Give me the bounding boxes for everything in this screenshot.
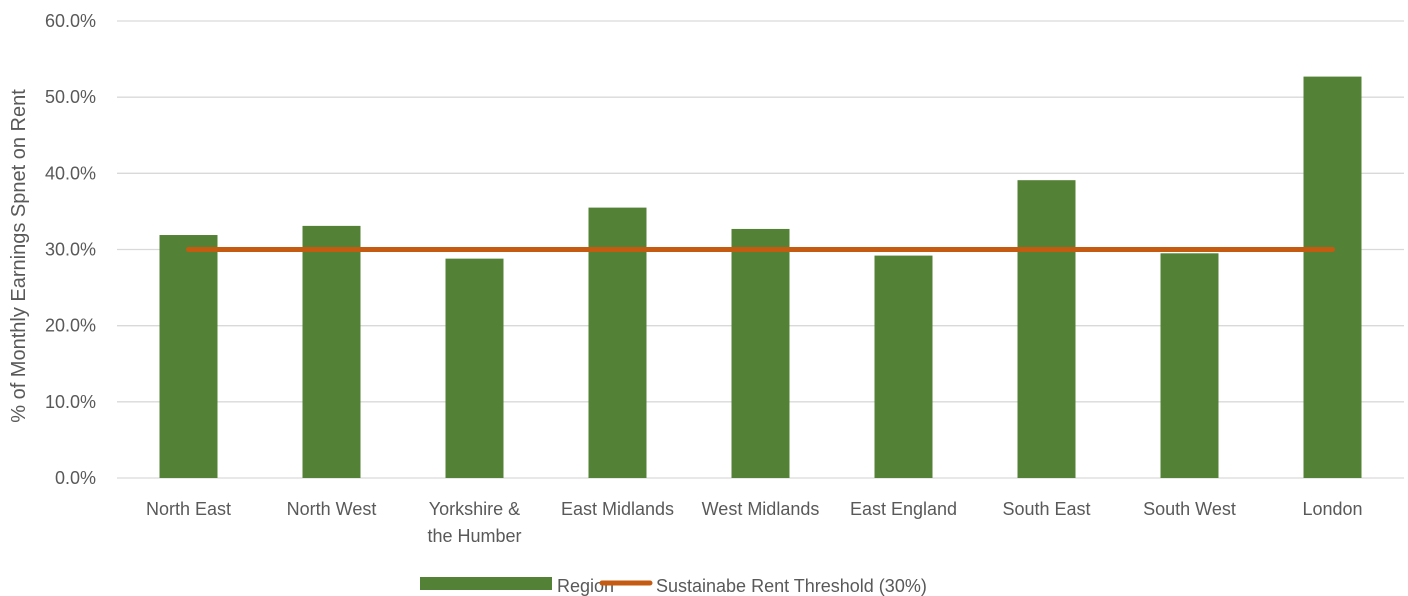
x-tick-label: West Midlands <box>702 499 820 519</box>
bar <box>159 235 218 478</box>
bar <box>1017 180 1076 478</box>
x-tick-label: London <box>1302 499 1362 519</box>
y-tick-label: 50.0% <box>45 87 96 107</box>
legend-label-region: Region <box>557 576 614 596</box>
bar <box>1303 76 1362 478</box>
y-tick-label: 40.0% <box>45 163 96 183</box>
y-tick-label: 20.0% <box>45 316 96 336</box>
y-tick-label: 0.0% <box>55 468 96 488</box>
bar <box>588 207 647 478</box>
x-tick-label: Yorkshire & the Humber <box>427 499 521 546</box>
bars <box>159 76 1362 478</box>
x-axis-labels: North East North West Yorkshire & the Humbe… <box>146 499 1363 546</box>
bar <box>445 258 504 478</box>
bar <box>731 228 790 478</box>
legend: Region Sustainabe Rent Threshold (30%) <box>420 576 927 596</box>
x-tick-label: East England <box>850 499 957 519</box>
legend-label-threshold: Sustainabe Rent Threshold (30%) <box>656 576 927 596</box>
bar <box>302 225 361 478</box>
y-tick-label: 30.0% <box>45 240 96 260</box>
y-axis-ticks: 0.0% 10.0% 20.0% 30.0% 40.0% 50.0% 60.0% <box>45 11 96 488</box>
bar <box>1160 253 1219 478</box>
y-axis-title: % of Monthly Earnings Spnet on Rent <box>8 89 30 423</box>
y-tick-label: 60.0% <box>45 11 96 31</box>
x-tick-label: North East <box>146 499 231 519</box>
legend-swatch-region <box>420 577 552 590</box>
y-tick-label: 10.0% <box>45 392 96 412</box>
bar <box>874 255 933 478</box>
x-tick-label: North West <box>287 499 377 519</box>
x-tick-label: East Midlands <box>561 499 674 519</box>
x-tick-label: South West <box>1143 499 1236 519</box>
x-tick-label: South East <box>1002 499 1090 519</box>
